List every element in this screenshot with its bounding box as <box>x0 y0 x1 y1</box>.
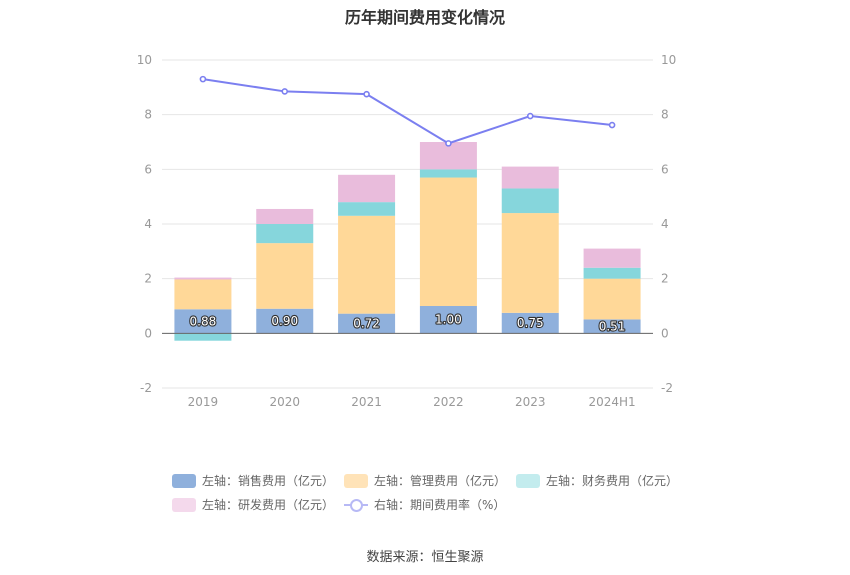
bar-rnd-2023 <box>501 166 559 189</box>
left-tick-label: 0 <box>144 326 152 340</box>
grid-lines <box>162 59 653 389</box>
data-label-sales: 0.88 <box>190 314 217 328</box>
right-tick-label: 10 <box>661 53 676 67</box>
right-tick-label: 8 <box>661 108 669 122</box>
x-tick-label: 2023 <box>515 395 546 409</box>
bar-admin-2024H1 <box>583 278 641 320</box>
data-label-sales: 1.00 <box>435 313 462 327</box>
legend-item-rate[interactable]: 右轴：期间费用率（%） <box>344 496 505 513</box>
left-axis: 10 8 6 4 2 0 -2 <box>137 53 152 395</box>
legend-label-finance: 左轴：财务费用（亿元） <box>546 474 679 488</box>
bar-sales-2022 <box>419 306 477 334</box>
rate-line-series <box>199 75 616 147</box>
left-tick-label: 6 <box>144 162 152 176</box>
data-labels: 0.88 0.90 0.72 1.00 0.75 0.51 <box>188 312 626 335</box>
legend-label-admin: 左轴：管理费用（亿元） <box>374 474 507 488</box>
left-tick-label: 8 <box>144 108 152 122</box>
chart-title: 历年期间费用变化情况 <box>344 8 505 27</box>
bar-rnd-2024H1 <box>583 248 641 268</box>
bar-finance-2020 <box>256 224 314 244</box>
data-label-sales: 0.90 <box>271 314 298 328</box>
legend-item-sales[interactable]: 左轴：销售费用（亿元） <box>172 472 334 489</box>
right-tick-label: 0 <box>661 326 669 340</box>
legend-label-rnd: 左轴：研发费用（亿元） <box>202 498 335 512</box>
rate-point-2022 <box>445 140 452 147</box>
bar-finance-2021 <box>338 202 396 216</box>
x-tick-label: 2019 <box>188 395 219 409</box>
bar-series <box>174 142 641 341</box>
bar-admin-2023 <box>501 213 559 313</box>
bar-rnd-2021 <box>338 174 396 203</box>
rate-point-2023 <box>526 112 534 120</box>
bar-admin-2022 <box>419 177 477 306</box>
legend-item-admin[interactable]: 左轴：管理费用（亿元） <box>344 472 506 489</box>
rate-point-2020 <box>281 88 289 95</box>
legend-swatch-finance <box>516 473 540 488</box>
left-tick-label: 10 <box>137 53 152 67</box>
legend-swatch-rnd <box>172 497 196 512</box>
bar-sales-2023 <box>501 312 559 334</box>
x-tick-label: 2020 <box>269 395 300 409</box>
data-label-sales: 0.72 <box>353 316 380 330</box>
right-tick-label: 2 <box>661 272 669 286</box>
x-axis: 2019 2020 2021 2022 2023 2024H1 <box>188 395 636 409</box>
bar-sales-2021 <box>338 313 396 334</box>
source-note: 数据来源：恒生聚源 <box>366 550 484 565</box>
rate-point-2021 <box>363 90 370 98</box>
data-label-sales: 0.51 <box>599 319 626 333</box>
legend-swatch-rate <box>344 498 368 512</box>
right-axis: 10 8 6 4 2 0 -2 <box>661 53 676 395</box>
legend-swatch-sales <box>172 473 196 488</box>
right-tick-label: 4 <box>661 217 669 231</box>
bar-finance-2019 <box>174 333 232 341</box>
bar-admin-2019 <box>174 279 232 310</box>
bar-sales-2019 <box>174 309 232 334</box>
legend-swatch-admin <box>344 473 368 488</box>
legend-item-rnd[interactable]: 左轴：研发费用（亿元） <box>172 496 334 513</box>
bar-admin-2020 <box>256 243 314 309</box>
bar-sales-2024H1 <box>583 319 641 334</box>
legend-item-finance[interactable]: 左轴：财务费用（亿元） <box>516 472 678 489</box>
bar-sales-2020 <box>256 308 314 334</box>
x-tick-label: 2024H1 <box>588 395 635 409</box>
rate-point-2019 <box>199 75 207 83</box>
rate-point-2024H1 <box>608 121 616 129</box>
legend-label-sales: 左轴：销售费用（亿元） <box>202 474 335 488</box>
data-label-sales: 0.75 <box>517 316 544 330</box>
bar-rnd-2019 <box>174 277 232 280</box>
x-tick-label: 2021 <box>351 395 382 409</box>
left-tick-label: 2 <box>144 272 152 286</box>
right-tick-label: 6 <box>661 162 669 176</box>
bar-finance-2024H1 <box>583 267 641 279</box>
x-tick-label: 2022 <box>433 395 464 409</box>
rate-line <box>202 78 613 145</box>
bar-rnd-2020 <box>256 208 314 224</box>
legend-label-rate: 右轴：期间费用率（%） <box>374 498 506 512</box>
bar-finance-2022 <box>419 169 477 178</box>
right-tick-label: -2 <box>661 381 673 395</box>
bar-finance-2023 <box>501 188 559 214</box>
left-tick-label: -2 <box>140 381 152 395</box>
left-tick-label: 4 <box>144 217 152 231</box>
bar-admin-2021 <box>338 215 396 314</box>
